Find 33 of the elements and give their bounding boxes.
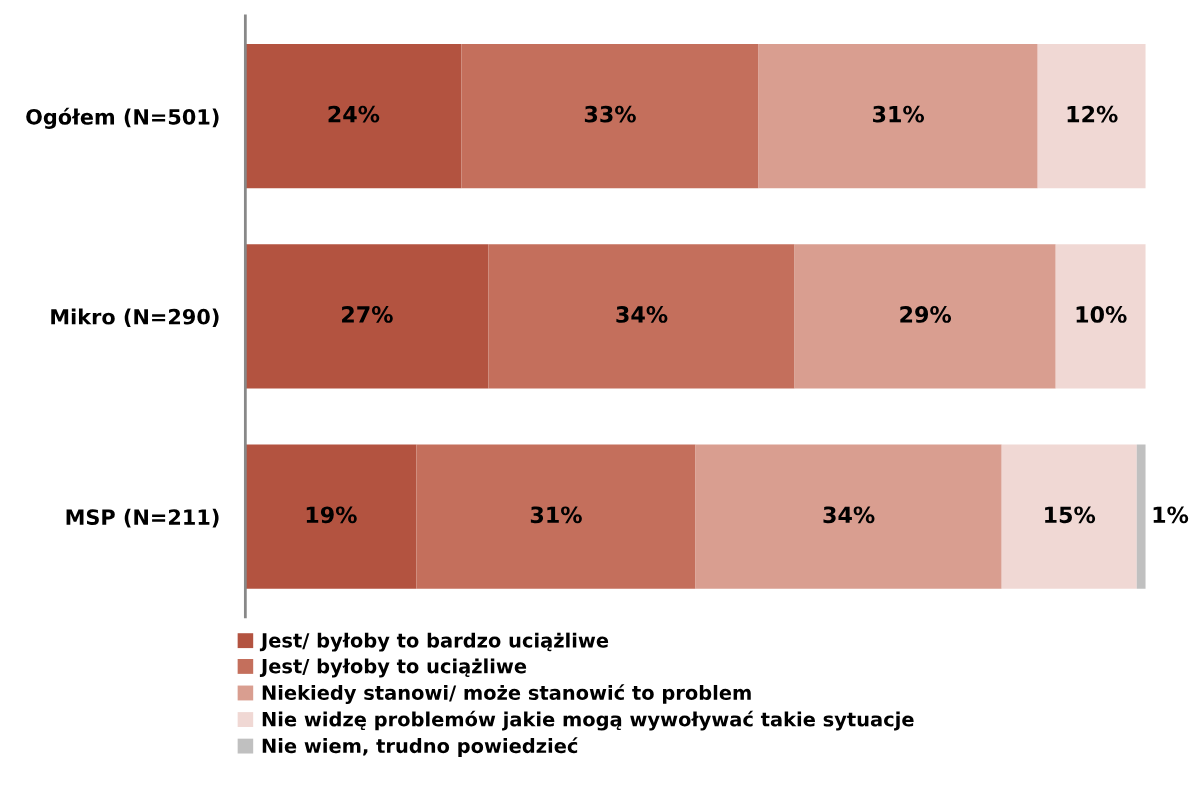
legend-label: Nie widzę problemów jakie mogą wywoływać takie sytuacje (262, 710, 914, 731)
data-label: 33% (584, 105, 636, 123)
y-tick-label: MSP (N=211) (66, 508, 219, 528)
bar (461, 43, 759, 189)
y-tick-label: Ogółem (N=501) (26, 107, 219, 129)
bar (245, 444, 417, 589)
legend-label: Jest/ byłoby to uciążliwe (259, 658, 527, 678)
bar (1037, 43, 1146, 189)
bar (488, 244, 795, 389)
bar (794, 244, 1056, 389)
data-label: 15% (1045, 506, 1096, 524)
bar (758, 43, 1038, 189)
y-tick-label: Mikro (N=290) (51, 308, 219, 328)
data-label: 24% (328, 105, 380, 123)
data-label: 29% (900, 306, 952, 323)
data-label: 19% (306, 506, 357, 524)
data-label: 1% (1153, 506, 1189, 524)
bar (1055, 244, 1146, 389)
bar (416, 444, 696, 589)
legend-label: Jest/ byłoby to bardzo uciążliwe (259, 632, 609, 652)
bar (245, 43, 462, 189)
bar (245, 244, 489, 389)
data-label: 27% (342, 306, 393, 323)
data-label: 34% (616, 306, 668, 323)
bar (695, 444, 1002, 589)
data-label: 34% (823, 506, 875, 524)
bar (1001, 444, 1137, 589)
legend-label: Nie wiem, trudno powiedzieć (262, 737, 578, 757)
data-label: 31% (530, 506, 582, 524)
legend-label: Niekiedy stanowi/ może stanowić to problem (262, 684, 751, 704)
data-label: 12% (1067, 105, 1118, 123)
data-label: 31% (873, 105, 925, 123)
data-label: 10% (1076, 306, 1127, 323)
